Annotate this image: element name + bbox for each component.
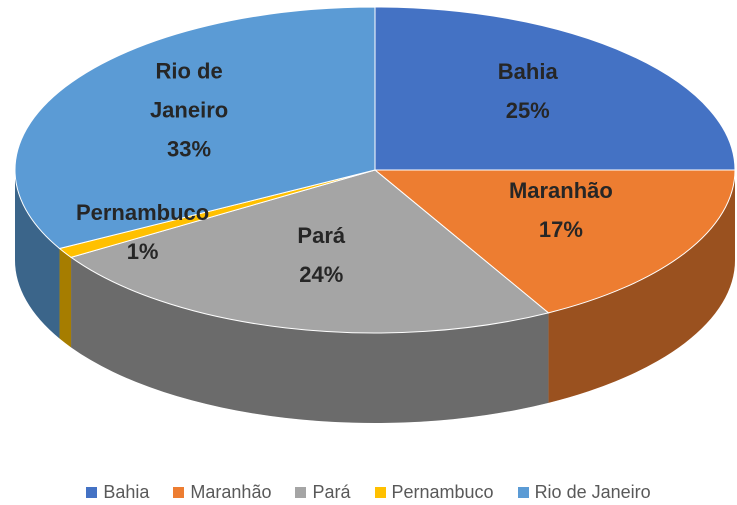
data-label: Maranhão 17% (486, 171, 636, 249)
legend-item: Maranhão (173, 482, 271, 503)
data-label-category: Pará (297, 222, 346, 248)
legend-label: Pará (312, 482, 351, 502)
data-label: Pernambuco 1% (68, 193, 218, 271)
legend-swatch (374, 487, 386, 498)
slice (69, 169, 550, 334)
data-label-category: Maranhão (508, 177, 613, 203)
data-label-value: 33% (167, 136, 212, 162)
slice-side-shade (548, 170, 735, 403)
data-label: Bahia 25% (453, 52, 603, 130)
legend-label: Maranhão (190, 482, 272, 502)
slice-side (59, 248, 72, 348)
legend-label: Rio de Janeiro (534, 482, 651, 502)
legend-label: Pernambuco (391, 482, 494, 502)
data-label-value: 24% (299, 261, 344, 287)
slice-side (548, 170, 735, 403)
slice-side-shade (15, 170, 60, 339)
data-label-category: Bahia (497, 58, 558, 84)
legend-label: Bahia (103, 482, 150, 502)
legend-swatch (517, 487, 529, 498)
data-label-value: 17% (538, 216, 583, 242)
slice (373, 169, 736, 314)
legend-item: Bahia (86, 482, 149, 503)
legend-item: Pernambuco (374, 482, 494, 503)
slice (374, 6, 736, 171)
slice-side (15, 170, 60, 339)
data-label-value: 1% (126, 239, 159, 265)
legend-swatch (86, 487, 98, 498)
data-label-value: 25% (505, 97, 550, 123)
legend-item: Rio de Janeiro (517, 482, 651, 503)
data-label-category: Pernambuco (75, 200, 210, 226)
data-label-category: Rio de Janeiro (149, 58, 229, 123)
data-label: Rio de Janeiro 33% (114, 52, 264, 169)
legend: Bahia Maranhão Pará Pernambuco Rio de Janeir… (0, 482, 737, 503)
data-label: Pará 24% (246, 216, 396, 294)
legend-swatch (295, 487, 307, 498)
legend-swatch (173, 487, 185, 498)
slice (14, 6, 376, 250)
legend-item: Pará (295, 482, 351, 503)
slice-side-shade (71, 257, 549, 424)
slice-side (71, 257, 549, 424)
slice-side-shade (59, 248, 72, 348)
pie-plot (14, 6, 736, 424)
